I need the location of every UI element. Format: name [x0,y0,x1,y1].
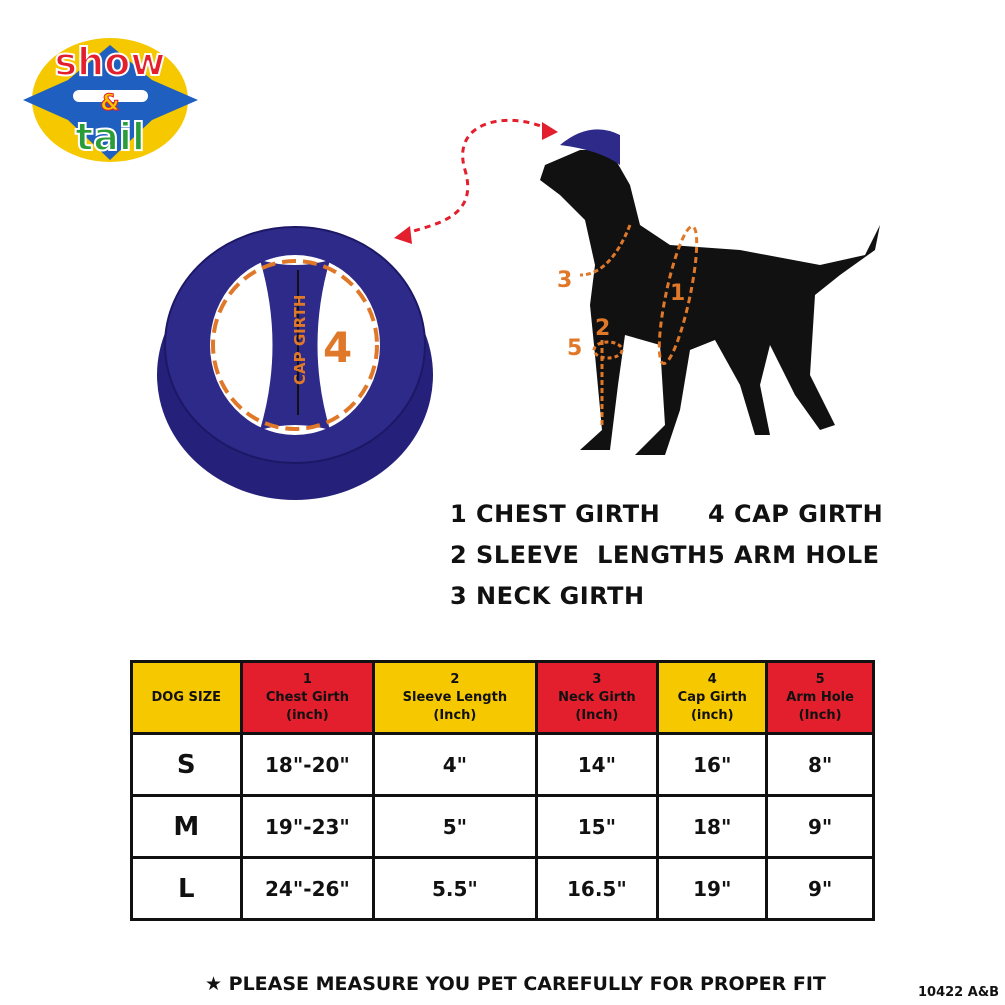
cap-girth-label: CAP GIRTH [291,295,309,385]
value-cell: 19"-23" [239,794,376,859]
header-unit: (Inch) [433,707,477,723]
legend-sleeve-length: 2 SLEEVE LENGTH [450,541,708,569]
value-cell: 5.5" [372,856,538,921]
header-num: 2 [450,671,460,687]
svg-text:show: show [55,40,166,84]
legend-neck-girth: 3 NECK GIRTH [450,582,645,610]
header-num: 4 [707,671,717,687]
legend-arm-hole: 5 ARM HOLE [708,541,880,569]
header-num: 3 [592,671,602,687]
table-row: S 18"-20" 4" 14" 16" 8" [130,732,875,797]
size-chart-table: DOG SIZE 1 Chest Girth (inch) 2 Sleeve Length… [130,660,875,921]
value-cell: 19" [656,856,769,921]
column-header: 2 Sleeve Length (Inch) [372,660,538,735]
value-cell: 4" [372,732,538,797]
marker-3: 3 [557,268,572,293]
size-cell: M [130,794,243,859]
cap-number: 4 [323,323,352,372]
cap-illustration: CAP GIRTH 4 [157,226,433,500]
value-cell: 9" [765,794,875,859]
value-cell: 9" [765,856,875,921]
size-cell: S [130,732,243,797]
brand-logo: show & tail [23,38,198,162]
product-code: 10422 A&B [918,985,1000,1000]
dashed-arrow [394,118,558,244]
legend-chest-girth: 1 CHEST GIRTH [450,500,661,528]
header-unit: (inch) [690,707,734,723]
value-cell: 16.5" [534,856,660,921]
header-name: Chest Girth [265,689,349,705]
header-num: 5 [815,671,825,687]
header-unit: (Inch) [798,707,842,723]
marker-2: 2 [595,316,610,341]
marker-1: 1 [670,281,685,306]
column-header: 5 Arm Hole (Inch) [765,660,875,735]
table-row: M 19"-23" 5" 15" 18" 9" [130,794,875,859]
column-header: 3 Neck Girth (Inch) [534,660,660,735]
value-cell: 15" [534,794,660,859]
header-name: DOG SIZE [151,689,222,705]
svg-text:&: & [100,91,119,116]
column-header: 1 Chest Girth (inch) [239,660,376,735]
table-header-row: DOG SIZE 1 Chest Girth (inch) 2 Sleeve Length… [130,660,875,735]
marker-5: 5 [567,336,582,361]
svg-text:tail: tail [75,115,145,159]
legend-cap-girth: 4 CAP GIRTH [708,500,884,528]
column-header: DOG SIZE [130,660,243,735]
size-cell: L [130,856,243,921]
value-cell: 5" [372,794,538,859]
value-cell: 24"-26" [239,856,376,921]
value-cell: 14" [534,732,660,797]
header-unit: (Inch) [575,707,619,723]
value-cell: 18" [656,794,769,859]
value-cell: 18"-20" [239,732,376,797]
header-name: Neck Girth [558,689,636,705]
table-row: L 24"-26" 5.5" 16.5" 19" 9" [130,856,875,921]
value-cell: 8" [765,732,875,797]
header-unit: (inch) [286,707,329,723]
header-num: 1 [302,671,312,687]
measure-note: ★ PLEASE MEASURE YOU PET CAREFULLY FOR P… [205,973,826,995]
column-header: 4 Cap Girth (inch) [656,660,769,735]
header-name: Sleeve Length [402,689,508,705]
value-cell: 16" [656,732,769,797]
dog-illustration: 1 2 3 5 [540,129,880,455]
header-name: Arm Hole [786,689,854,705]
header-name: Cap Girth [677,689,747,705]
